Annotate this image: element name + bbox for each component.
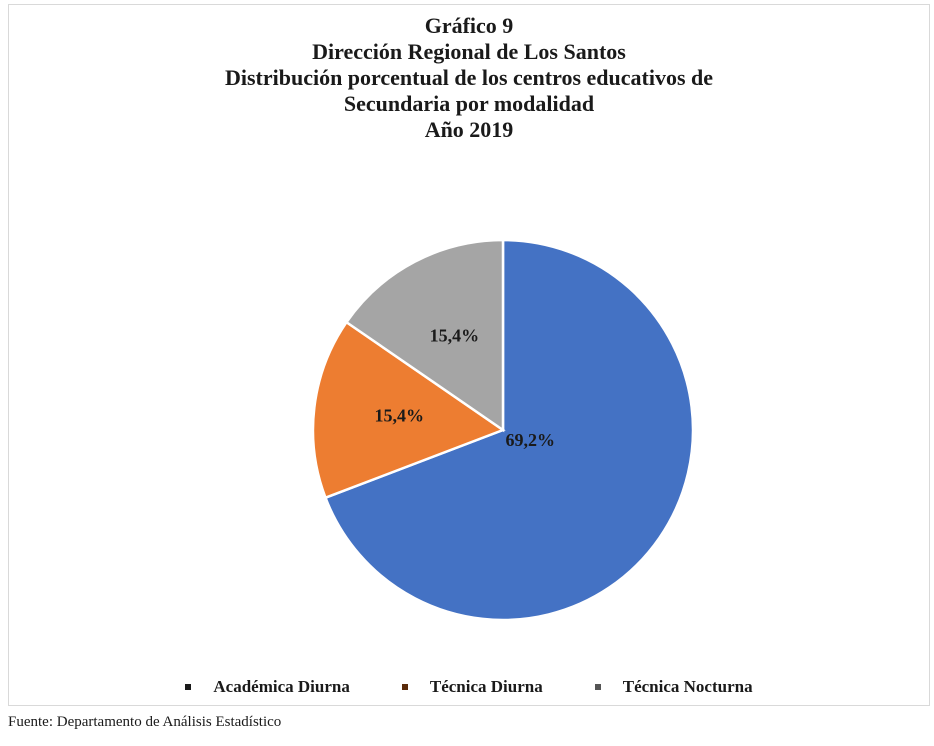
legend-label-tecnica-diurna: Técnica Diurna: [429, 677, 543, 696]
legend-label-academica-diurna: Académica Diurna: [213, 677, 350, 696]
legend-item-tecnica-diurna: Técnica Diurna: [401, 677, 543, 697]
pie-slices: [311, 238, 695, 622]
pie-slice-tecnica-diurna: [311, 320, 506, 500]
source-note: Fuente: Departamento de Análisis Estadís…: [8, 714, 282, 730]
legend-swatch-tecnica-diurna: [401, 684, 408, 690]
data-label-tecnica-nocturna: 15,4%: [430, 326, 480, 346]
chart-legend: Académica Diurna Técnica Diurna Técnica …: [9, 677, 929, 697]
chart-title-line-3: Distribución porcentual de los centros e…: [224, 65, 714, 90]
legend-swatch-tecnica-nocturna: [594, 684, 601, 690]
pie-chart: 69,2% 15,4% 15,4%: [311, 238, 695, 622]
legend-item-academica-diurna: Académica Diurna: [185, 677, 350, 697]
pie-slice-academica-diurna: [323, 238, 695, 622]
chart-title-line-4: Secundaria por modalidad: [343, 91, 595, 116]
legend-swatch-academica-diurna: [185, 684, 192, 690]
chart-title-line-5: Año 2019: [424, 117, 514, 142]
pie-data-labels: 69,2% 15,4% 15,4%: [374, 326, 554, 450]
chart-title-line-2: Dirección Regional de Los Santos: [312, 39, 626, 64]
chart-title: Gráfico 9 Dirección Regional de Los Sant…: [9, 13, 929, 143]
pie-slice-tecnica-nocturna: [344, 238, 505, 433]
chart-title-line-1: Gráfico 9: [424, 13, 514, 38]
chart-frame: Gráfico 9 Dirección Regional de Los Sant…: [8, 4, 930, 706]
data-label-academica-diurna: 69,2%: [505, 430, 555, 450]
legend-label-tecnica-nocturna: Técnica Nocturna: [622, 677, 753, 696]
legend-item-tecnica-nocturna: Técnica Nocturna: [594, 677, 753, 697]
data-label-tecnica-diurna: 15,4%: [374, 406, 424, 426]
